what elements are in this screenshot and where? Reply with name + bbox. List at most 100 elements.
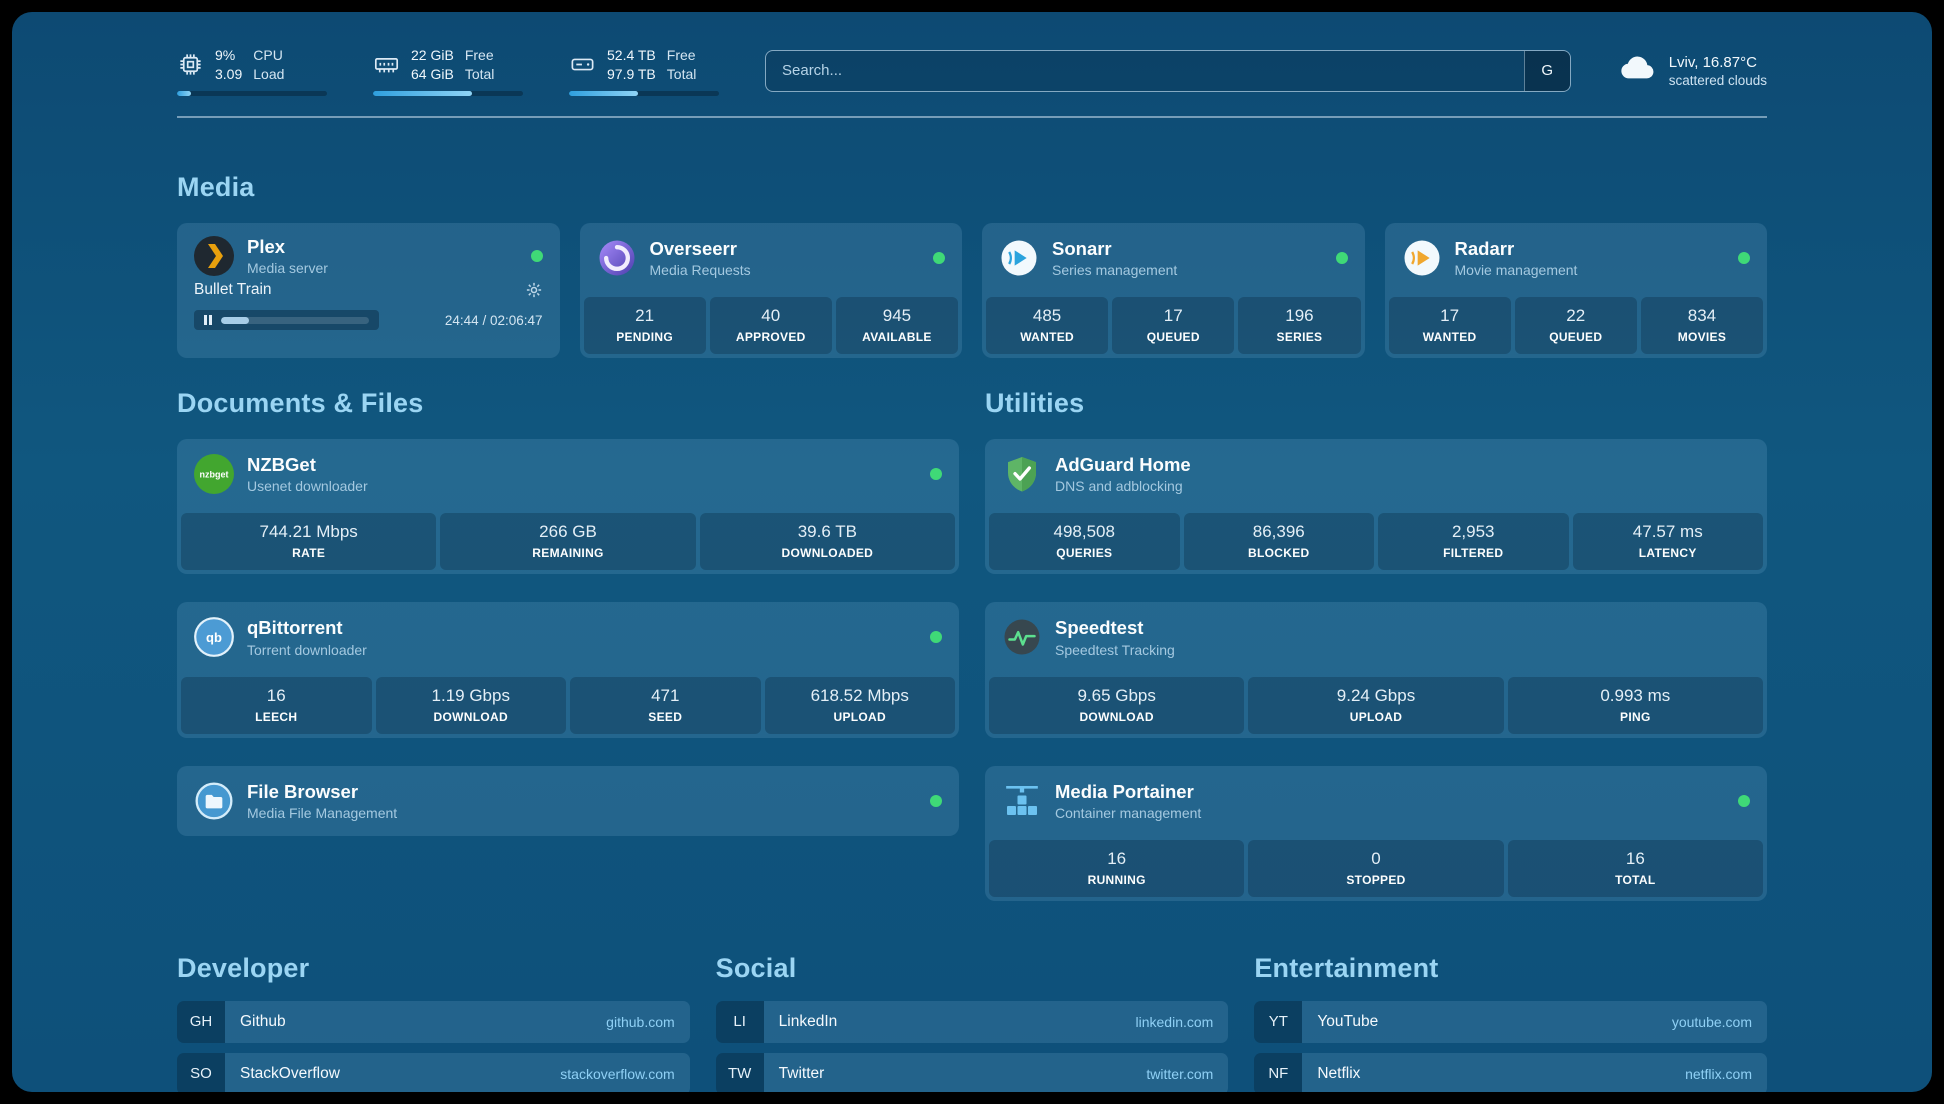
memory-free-label: Free bbox=[464, 47, 494, 63]
stat-label: DOWNLOAD bbox=[433, 709, 508, 724]
stat-filtered: 2,953 FILTERED bbox=[1378, 513, 1569, 571]
stat-label: STOPPED bbox=[1346, 872, 1406, 887]
card-plex[interactable]: Plex Media server Bullet Train bbox=[177, 222, 560, 359]
stat-value: 618.52 Mbps bbox=[810, 685, 909, 705]
stat-label: TOTAL bbox=[1615, 872, 1656, 887]
disk-widget: 52.4 TB 97.9 TB Free Total bbox=[569, 46, 719, 96]
stat-latency: 47.57 ms LATENCY bbox=[1572, 513, 1763, 571]
cloud-icon bbox=[1617, 48, 1657, 93]
section-heading-media: Media bbox=[177, 171, 255, 202]
app-name: Media Portainer bbox=[1055, 780, 1194, 802]
qbittorrent-icon: qb bbox=[194, 617, 234, 658]
stat-running: 16 RUNNING bbox=[989, 839, 1245, 897]
stat-download: 9.65 Gbps DOWNLOAD bbox=[989, 676, 1245, 734]
stat-rate: 744.21 Mbps RATE bbox=[181, 513, 437, 571]
bookmark-name: StackOverflow bbox=[240, 1064, 340, 1082]
card-speedtest[interactable]: Speedtest Speedtest Tracking 9.65 Gbps DOWN… bbox=[985, 602, 1767, 738]
app-subtitle: DNS and adblocking bbox=[1055, 478, 1183, 495]
stat-value: 39.6 TB bbox=[797, 522, 857, 542]
stat-value: 2,953 bbox=[1451, 522, 1495, 542]
playback-controls bbox=[194, 310, 379, 331]
nzbget-icon: nzbget bbox=[194, 454, 234, 495]
bookmark-host: netflix.com bbox=[1685, 1065, 1752, 1082]
stat-wanted: 17 WANTED bbox=[1388, 297, 1511, 355]
memory-total: 64 GiB bbox=[411, 65, 454, 82]
stats-row: 16 RUNNING 0 STOPPED 16 TOTAL bbox=[985, 836, 1767, 901]
stat-label: BLOCKED bbox=[1248, 546, 1310, 561]
section-media: Media Plex Media server bbox=[177, 171, 1767, 359]
stat-label: LEECH bbox=[255, 709, 298, 724]
search-engine-button[interactable]: G bbox=[1523, 50, 1570, 91]
cpu-load: 3.09 bbox=[215, 65, 243, 82]
speedtest-icon bbox=[1002, 617, 1042, 657]
card-sonarr[interactable]: Sonarr Series management 485 WANTED 17 QUEUED… bbox=[982, 222, 1365, 359]
gear-icon[interactable] bbox=[525, 281, 543, 299]
bookmark-linkedin[interactable]: LI LinkedIn linkedin.com bbox=[715, 1000, 1229, 1043]
middle-columns: Documents & Files nzbget NZBGet Usenet dow… bbox=[177, 388, 1767, 901]
stat-value: 945 bbox=[882, 306, 912, 326]
status-online-dot bbox=[933, 251, 945, 264]
stat-label: UPLOAD bbox=[833, 709, 886, 724]
app-subtitle: Media File Management bbox=[247, 804, 398, 821]
pause-icon[interactable] bbox=[204, 315, 212, 326]
stat-label: DOWNLOADED bbox=[781, 546, 874, 561]
search-input[interactable] bbox=[766, 50, 1524, 91]
playback-time: 24:44 / 02:06:47 bbox=[444, 312, 543, 328]
plex-icon bbox=[194, 235, 234, 276]
bookmark-youtube[interactable]: YT YouTube youtube.com bbox=[1254, 1000, 1767, 1043]
status-online-dot bbox=[1738, 251, 1750, 264]
stat-value: 17 bbox=[1440, 306, 1460, 326]
stat-value: 744.21 Mbps bbox=[259, 522, 358, 542]
stat-label: UPLOAD bbox=[1349, 709, 1403, 724]
app-subtitle: Speedtest Tracking bbox=[1055, 641, 1175, 658]
app-subtitle: Torrent downloader bbox=[247, 641, 367, 658]
search-bar[interactable]: G bbox=[765, 49, 1571, 92]
bookmark-netflix[interactable]: NF Netflix netflix.com bbox=[1254, 1052, 1767, 1092]
stat-downloaded: 39.6 TB DOWNLOADED bbox=[699, 513, 955, 571]
status-online-dot bbox=[530, 249, 543, 262]
card-adguard[interactable]: AdGuard Home DNS and adblocking 498,508 QUE… bbox=[985, 439, 1767, 575]
stat-value: 498,508 bbox=[1053, 522, 1115, 542]
stats-row: 16 LEECH 1.19 Gbps DOWNLOAD 471 SEED 618.52 Mb… bbox=[177, 673, 959, 738]
memory-widget: 22 GiB 64 GiB Free Total bbox=[373, 46, 523, 96]
bookmark-github[interactable]: GH Github github.com bbox=[177, 1000, 690, 1043]
radarr-icon bbox=[1402, 238, 1442, 278]
adguard-icon bbox=[1002, 454, 1042, 494]
stat-ping: 0.993 ms PING bbox=[1507, 676, 1763, 734]
media-grid: Plex Media server Bullet Train bbox=[177, 222, 1767, 359]
card-radarr[interactable]: Radarr Movie management 17 WANTED 22 QUEUED 83… bbox=[1384, 222, 1767, 359]
card-nzbget[interactable]: nzbget NZBGet Usenet downloader 744.21 Mbps… bbox=[177, 439, 959, 575]
svg-text:qb: qb bbox=[206, 630, 222, 645]
bookmark-stackoverflow[interactable]: SO StackOverflow stackoverflow.com bbox=[177, 1052, 690, 1092]
bookmark-abbr: GH bbox=[177, 1000, 225, 1043]
app-name: Sonarr bbox=[1052, 237, 1112, 259]
bookmark-twitter[interactable]: TW Twitter twitter.com bbox=[715, 1052, 1229, 1092]
weather-location: Lviv, 16.87°C bbox=[1668, 53, 1757, 71]
bookmark-name: Netflix bbox=[1317, 1064, 1361, 1082]
playback-seekbar[interactable] bbox=[221, 316, 369, 324]
stat-label: LATENCY bbox=[1638, 546, 1697, 561]
overseerr-icon bbox=[597, 238, 637, 278]
app-name: Radarr bbox=[1454, 237, 1515, 259]
card-filebrowser[interactable]: File Browser Media File Management bbox=[177, 765, 959, 836]
sonarr-icon bbox=[999, 238, 1039, 278]
weather-condition: scattered clouds bbox=[1668, 72, 1767, 88]
card-qbittorrent[interactable]: qb qBittorrent Torrent downloader 16 LEECH 1.… bbox=[177, 602, 959, 738]
svg-text:nzbget: nzbget bbox=[200, 470, 229, 480]
card-portainer[interactable]: Media Portainer Container management 16 RUN… bbox=[985, 765, 1767, 901]
section-heading-social: Social bbox=[715, 952, 797, 983]
app-name: NZBGet bbox=[247, 454, 316, 476]
stat-value: 17 bbox=[1163, 306, 1183, 326]
stat-remaining: 266 GB REMAINING bbox=[440, 513, 696, 571]
stat-label: QUEUED bbox=[1549, 330, 1603, 345]
stats-row: 9.65 Gbps DOWNLOAD 9.24 Gbps UPLOAD 0.993 ms… bbox=[985, 673, 1767, 738]
bookmark-body: Netflix netflix.com bbox=[1302, 1052, 1767, 1092]
bookmarks: Developer GH Github github.com SO StackOverfl… bbox=[177, 953, 1767, 1092]
app-name: Plex bbox=[247, 235, 286, 257]
bookmark-abbr: YT bbox=[1254, 1000, 1303, 1043]
stat-label: FILTERED bbox=[1443, 546, 1504, 561]
bookmark-name: YouTube bbox=[1317, 1012, 1379, 1030]
bookmark-abbr: NF bbox=[1254, 1052, 1303, 1092]
card-overseerr[interactable]: Overseerr Media Requests 21 PENDING 40 APPROV… bbox=[579, 222, 962, 359]
stat-value: 0.993 ms bbox=[1600, 685, 1671, 705]
